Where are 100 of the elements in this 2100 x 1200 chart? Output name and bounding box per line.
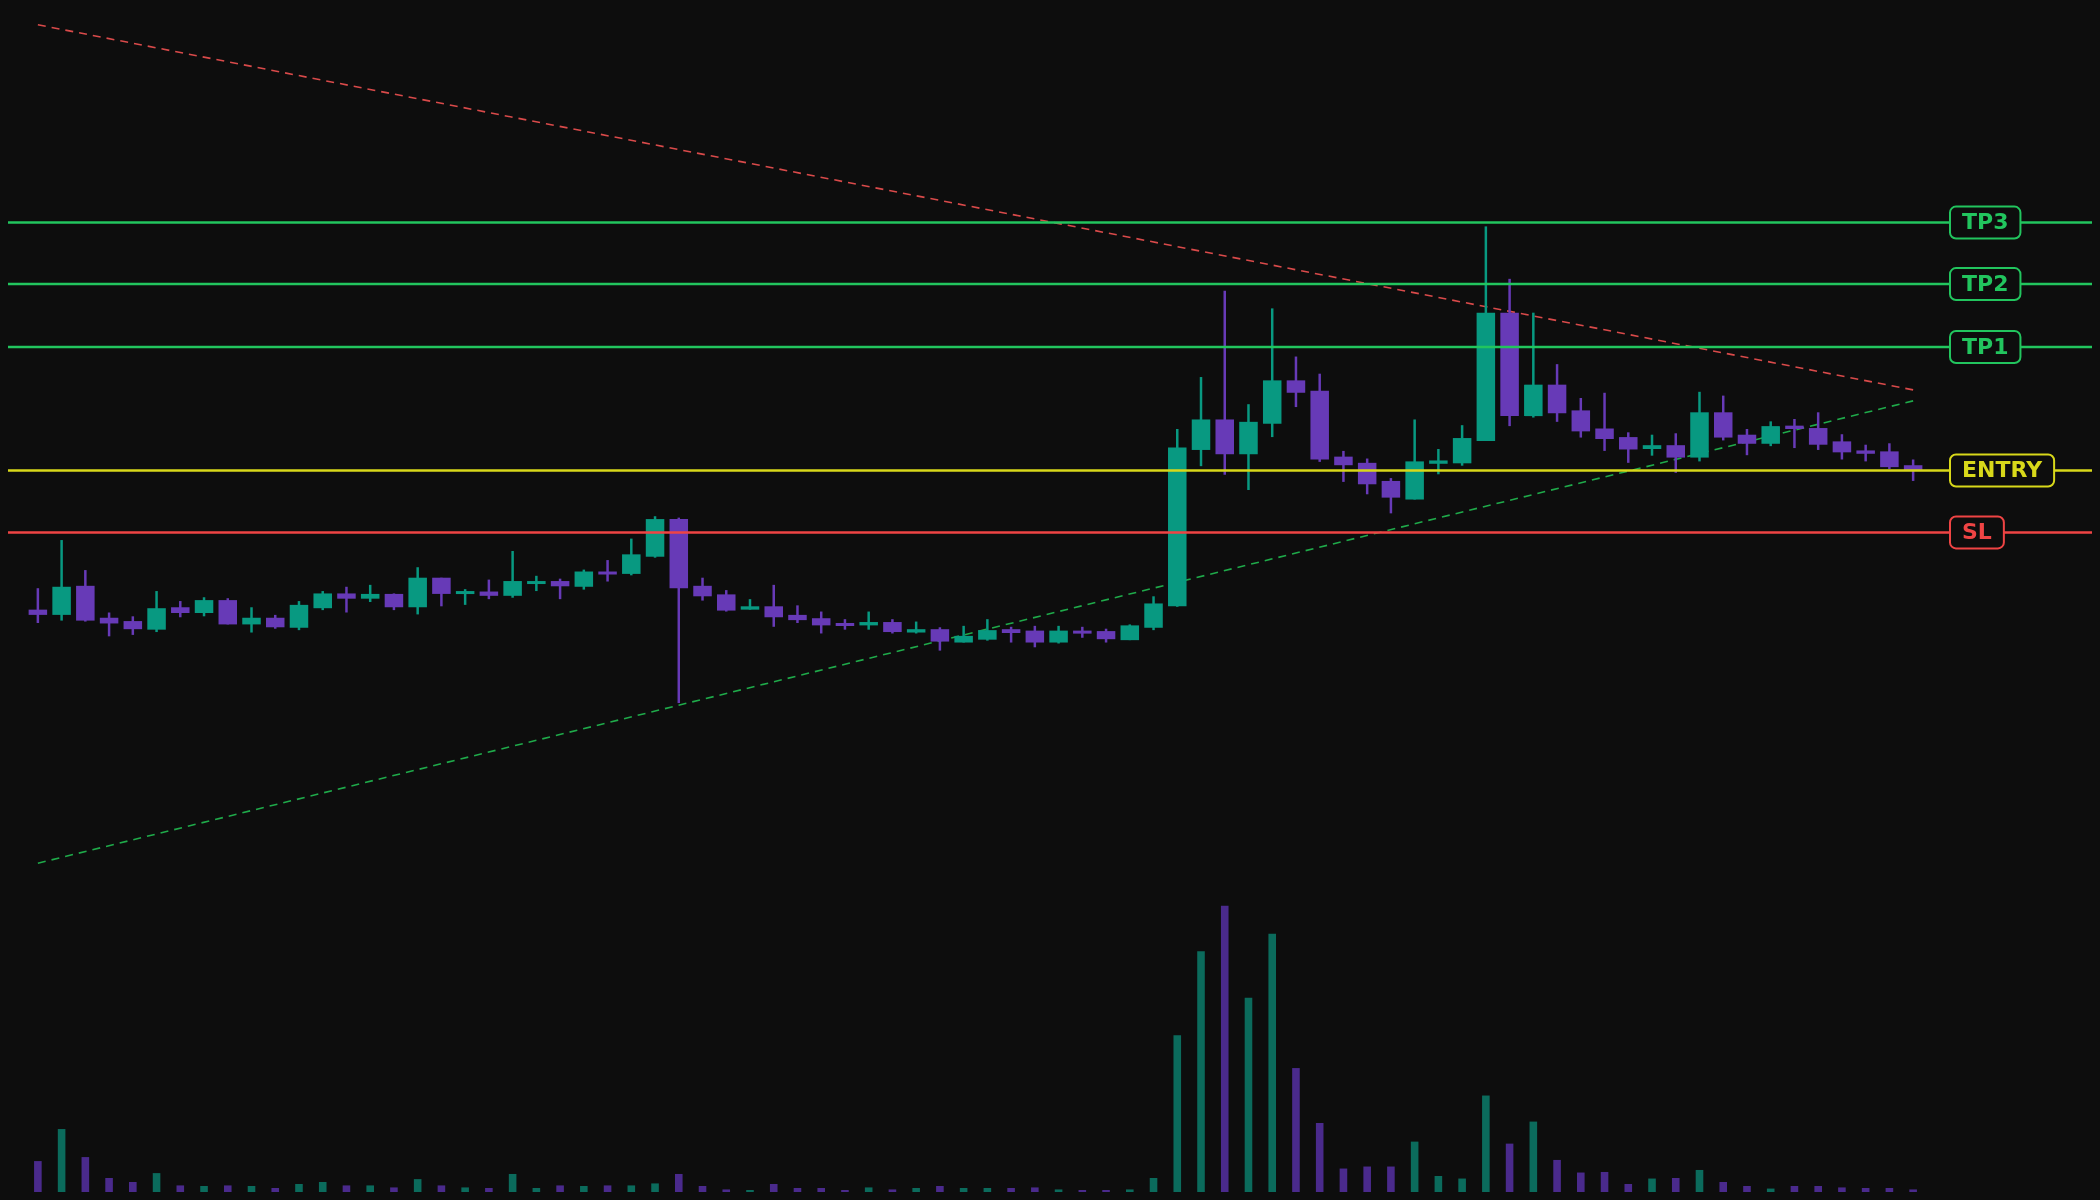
bar bbox=[888, 1189, 897, 1192]
bar bbox=[1387, 1166, 1395, 1192]
bar bbox=[556, 1185, 564, 1192]
bar bbox=[580, 1185, 588, 1192]
bar bbox=[176, 1185, 185, 1192]
candlestick bbox=[550, 577, 570, 601]
bar bbox=[437, 1185, 446, 1192]
bar bbox=[1577, 1172, 1585, 1192]
candlestick bbox=[574, 568, 594, 591]
ref-line-label: TP3 bbox=[1962, 209, 2009, 235]
candlestick bbox=[978, 617, 997, 642]
candlestick bbox=[764, 583, 783, 629]
candlestick bbox=[1785, 417, 1804, 450]
bar bbox=[769, 1183, 778, 1192]
bar bbox=[698, 1185, 707, 1192]
candlestick bbox=[1761, 420, 1780, 448]
candlestick bbox=[479, 578, 499, 601]
candlestick bbox=[1832, 432, 1852, 461]
candlestick bbox=[598, 558, 617, 583]
bar bbox=[81, 1157, 90, 1192]
bar bbox=[627, 1185, 636, 1192]
candlestick bbox=[147, 589, 166, 634]
candlestick bbox=[1619, 431, 1638, 465]
bar bbox=[1600, 1171, 1609, 1192]
bar bbox=[1173, 1035, 1182, 1192]
bar bbox=[485, 1187, 493, 1192]
bar bbox=[1790, 1185, 1799, 1192]
bar bbox=[1648, 1178, 1656, 1192]
candlestick bbox=[1429, 447, 1448, 476]
bar bbox=[1244, 997, 1253, 1192]
bar bbox=[200, 1185, 208, 1192]
ref-line-label: TP1 bbox=[1962, 333, 2009, 359]
bar bbox=[983, 1187, 992, 1192]
bar bbox=[1292, 1068, 1300, 1192]
bar bbox=[1885, 1187, 1894, 1192]
candlestick bbox=[1642, 433, 1662, 457]
candlestick bbox=[1737, 427, 1757, 457]
candlestick bbox=[313, 589, 332, 612]
candlestick bbox=[811, 610, 831, 635]
bar bbox=[1909, 1189, 1917, 1192]
bar bbox=[1766, 1188, 1775, 1192]
candlestick bbox=[1595, 391, 1614, 453]
bar bbox=[508, 1173, 517, 1192]
candlestick bbox=[527, 574, 546, 593]
bar bbox=[936, 1185, 944, 1192]
bar bbox=[1719, 1181, 1728, 1192]
bar bbox=[1505, 1143, 1514, 1192]
candlestick bbox=[1571, 396, 1591, 439]
bar bbox=[129, 1181, 137, 1192]
bar bbox=[1434, 1175, 1443, 1192]
bar bbox=[247, 1185, 256, 1192]
candlestick bbox=[1381, 476, 1401, 515]
bar bbox=[674, 1173, 683, 1192]
bar bbox=[1126, 1189, 1134, 1192]
candlestick bbox=[1334, 449, 1353, 484]
candlestick bbox=[1808, 411, 1828, 452]
bar bbox=[366, 1185, 374, 1192]
ref-line-label: SL bbox=[1962, 519, 1992, 545]
candlestick bbox=[242, 606, 261, 634]
bar bbox=[532, 1187, 541, 1192]
bar bbox=[413, 1179, 422, 1192]
bar bbox=[1007, 1187, 1015, 1192]
bar bbox=[722, 1189, 731, 1192]
candlestick bbox=[930, 626, 950, 652]
candlestick bbox=[717, 588, 736, 613]
bar bbox=[1197, 951, 1205, 1192]
bar bbox=[1268, 933, 1277, 1192]
candlestick bbox=[693, 576, 712, 602]
bar bbox=[1743, 1185, 1751, 1192]
bar bbox=[1220, 905, 1229, 1192]
candlestick bbox=[859, 610, 878, 631]
bar bbox=[1671, 1177, 1680, 1192]
bar bbox=[271, 1187, 280, 1192]
bar bbox=[34, 1161, 42, 1192]
bar bbox=[1553, 1159, 1561, 1192]
bar bbox=[1458, 1178, 1466, 1192]
bar bbox=[1529, 1121, 1538, 1192]
candlestick bbox=[1880, 442, 1899, 471]
bar bbox=[793, 1187, 802, 1192]
candlestick bbox=[337, 585, 356, 614]
bar bbox=[1861, 1187, 1870, 1192]
candlestick bbox=[28, 586, 48, 625]
bar bbox=[1624, 1183, 1633, 1192]
bar bbox=[105, 1177, 113, 1192]
bar bbox=[959, 1187, 968, 1192]
ref-line-label: ENTRY bbox=[1962, 457, 2044, 483]
candlestick bbox=[123, 615, 143, 637]
bar bbox=[912, 1187, 920, 1192]
candlestick bbox=[622, 537, 641, 577]
candlestick bbox=[1025, 624, 1045, 649]
bar bbox=[1838, 1187, 1846, 1192]
bar bbox=[1315, 1123, 1324, 1192]
bar bbox=[1363, 1166, 1371, 1192]
bar bbox=[461, 1187, 469, 1192]
candlestick bbox=[432, 576, 451, 608]
candlestick bbox=[503, 549, 522, 599]
candlestick bbox=[289, 599, 309, 632]
ref-line-label: TP2 bbox=[1962, 270, 2009, 296]
bar bbox=[342, 1185, 351, 1192]
bar bbox=[817, 1187, 825, 1192]
